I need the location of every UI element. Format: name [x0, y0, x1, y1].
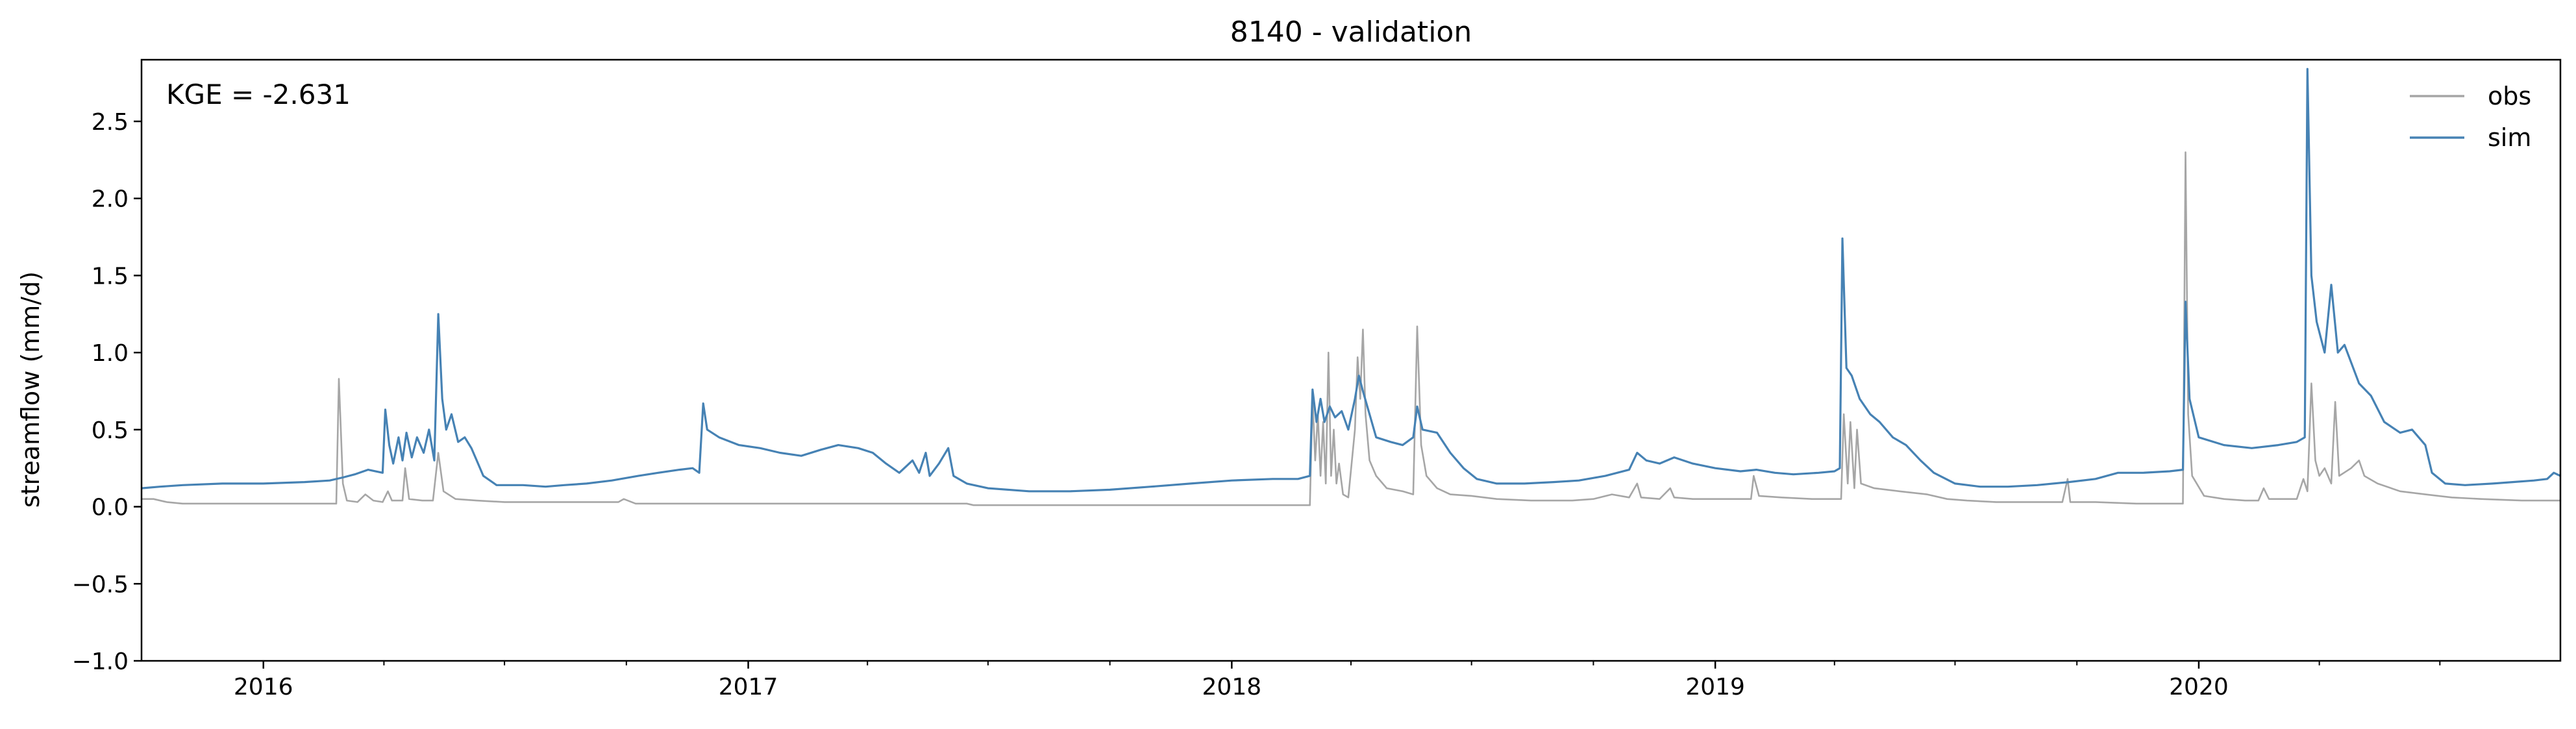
y-tick-label: 1.0	[92, 340, 129, 367]
y-tick-label: −0.5	[72, 571, 129, 598]
legend: obs sim	[2410, 82, 2531, 152]
plot-frame	[140, 58, 2562, 662]
legend-sim-label: sim	[2488, 123, 2531, 152]
y-tick-label: 2.0	[92, 186, 129, 213]
y-tick-label: 1.5	[92, 263, 129, 290]
y-axis-label: streamflow (mm/d)	[16, 271, 45, 508]
y-axis-ticks: −1.0 −0.5 0.0 0.5 1.0 1.5 2.0 2.5	[72, 109, 142, 675]
y-tick-label: 0.0	[92, 495, 129, 521]
plot-area: −1.0−0.50.00.51.01.52.02.5 2016 2017 2018 2…	[72, 58, 2562, 700]
y-tick-label: −1.0	[72, 649, 129, 675]
x-tick-label: 2020	[2169, 674, 2229, 700]
chart-title: 8140 - validation	[1230, 16, 1472, 49]
y-tick-label: 2.5	[92, 109, 129, 136]
series-line-obs	[142, 151, 2560, 506]
x-tick-label: 2017	[719, 674, 778, 700]
series-layer	[141, 68, 2561, 506]
legend-obs-label: obs	[2488, 82, 2531, 110]
x-tick-label: 2018	[1202, 674, 1262, 700]
x-tick-label: 2016	[234, 674, 293, 700]
x-tick-label: 2019	[1685, 674, 1745, 700]
y-tick-label: 0.5	[92, 417, 129, 444]
x-axis-ticks: 2016 2017 2018 2019 2020	[234, 661, 2441, 700]
kge-annotation: KGE = -2.631	[166, 79, 351, 110]
series-line-sim	[141, 68, 2561, 493]
